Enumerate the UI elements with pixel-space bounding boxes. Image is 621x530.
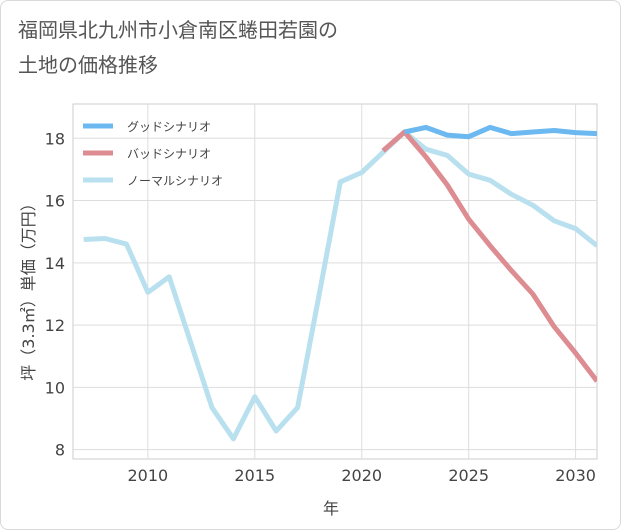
legend-label-2: ノーマルシナリオ — [127, 174, 223, 188]
y-tick-labels: 8 10 12 14 16 18 — [45, 129, 65, 459]
x-tick-label: 2025 — [448, 466, 489, 485]
series-line-1 — [381, 129, 597, 383]
y-tick-label: 14 — [45, 254, 65, 273]
series-lines — [83, 124, 597, 442]
series-line-0 — [403, 124, 597, 140]
y-tick-label: 16 — [45, 192, 65, 211]
plot-frame — [72, 103, 598, 460]
x-tick-label: 2015 — [234, 466, 275, 485]
y-tick-label: 10 — [45, 378, 65, 397]
y-tick-label: 12 — [45, 316, 65, 335]
y-tick-label: 18 — [45, 129, 65, 148]
chart-title: 福岡県北九州市小倉南区蜷田若園の 土地の価格推移 — [18, 18, 338, 77]
legend-label-0: グッドシナリオ — [127, 120, 211, 134]
x-tick-label: 2030 — [555, 466, 596, 485]
y-tick-label: 8 — [55, 441, 65, 460]
series-line-2 — [83, 129, 597, 442]
legend-label-1: バッドシナリオ — [127, 147, 211, 161]
grid — [72, 103, 598, 460]
x-axis-label: 年 — [323, 499, 339, 518]
x-tick-label: 2010 — [127, 466, 168, 485]
y-axis-label: 坪（3.3㎡）単価（万円） — [19, 195, 38, 380]
x-tick-label: 2020 — [341, 466, 382, 485]
x-tick-labels: 2010 2015 2020 2025 2030 — [127, 466, 595, 485]
